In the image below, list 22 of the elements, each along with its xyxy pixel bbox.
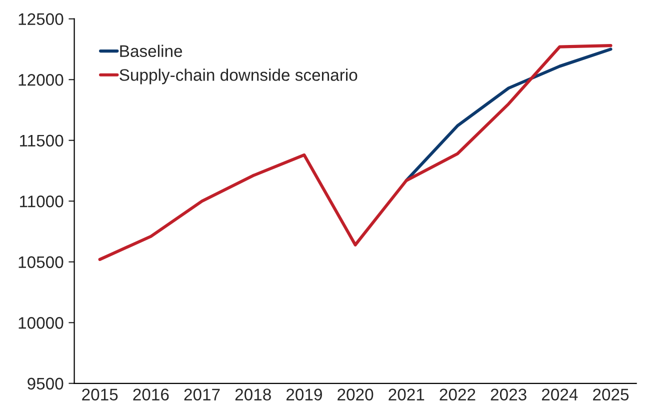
x-tick-label: 2021 bbox=[388, 388, 424, 400]
x-tick-label: 2018 bbox=[235, 388, 271, 400]
x-tick-label: 2022 bbox=[440, 388, 476, 400]
y-tick-label: 11500 bbox=[20, 134, 64, 147]
x-tick-label: 2016 bbox=[133, 388, 169, 400]
x-tick-label: 2020 bbox=[338, 388, 374, 400]
line-series bbox=[404, 48, 612, 182]
line-series bbox=[98, 44, 612, 261]
legend-label: Supply-chain downside scenario bbox=[120, 68, 358, 84]
y-tick-label: 10000 bbox=[18, 317, 64, 329]
x-tick-label: 2025 bbox=[593, 388, 629, 400]
x-tick-label: 2023 bbox=[490, 388, 526, 400]
y-tick-label: 12000 bbox=[18, 74, 64, 86]
y-tick-label: 12500 bbox=[18, 13, 64, 26]
legend-label: Baseline bbox=[120, 44, 182, 58]
x-tick-label: 2015 bbox=[82, 388, 118, 400]
x-tick-label: 2024 bbox=[542, 388, 578, 400]
y-tick-label: 10500 bbox=[18, 256, 64, 268]
y-tick-label: 11000 bbox=[20, 196, 64, 208]
x-tick-label: 2019 bbox=[286, 388, 322, 400]
x-tick-label: 2017 bbox=[184, 388, 220, 400]
y-tick-label: 9500 bbox=[28, 378, 64, 390]
